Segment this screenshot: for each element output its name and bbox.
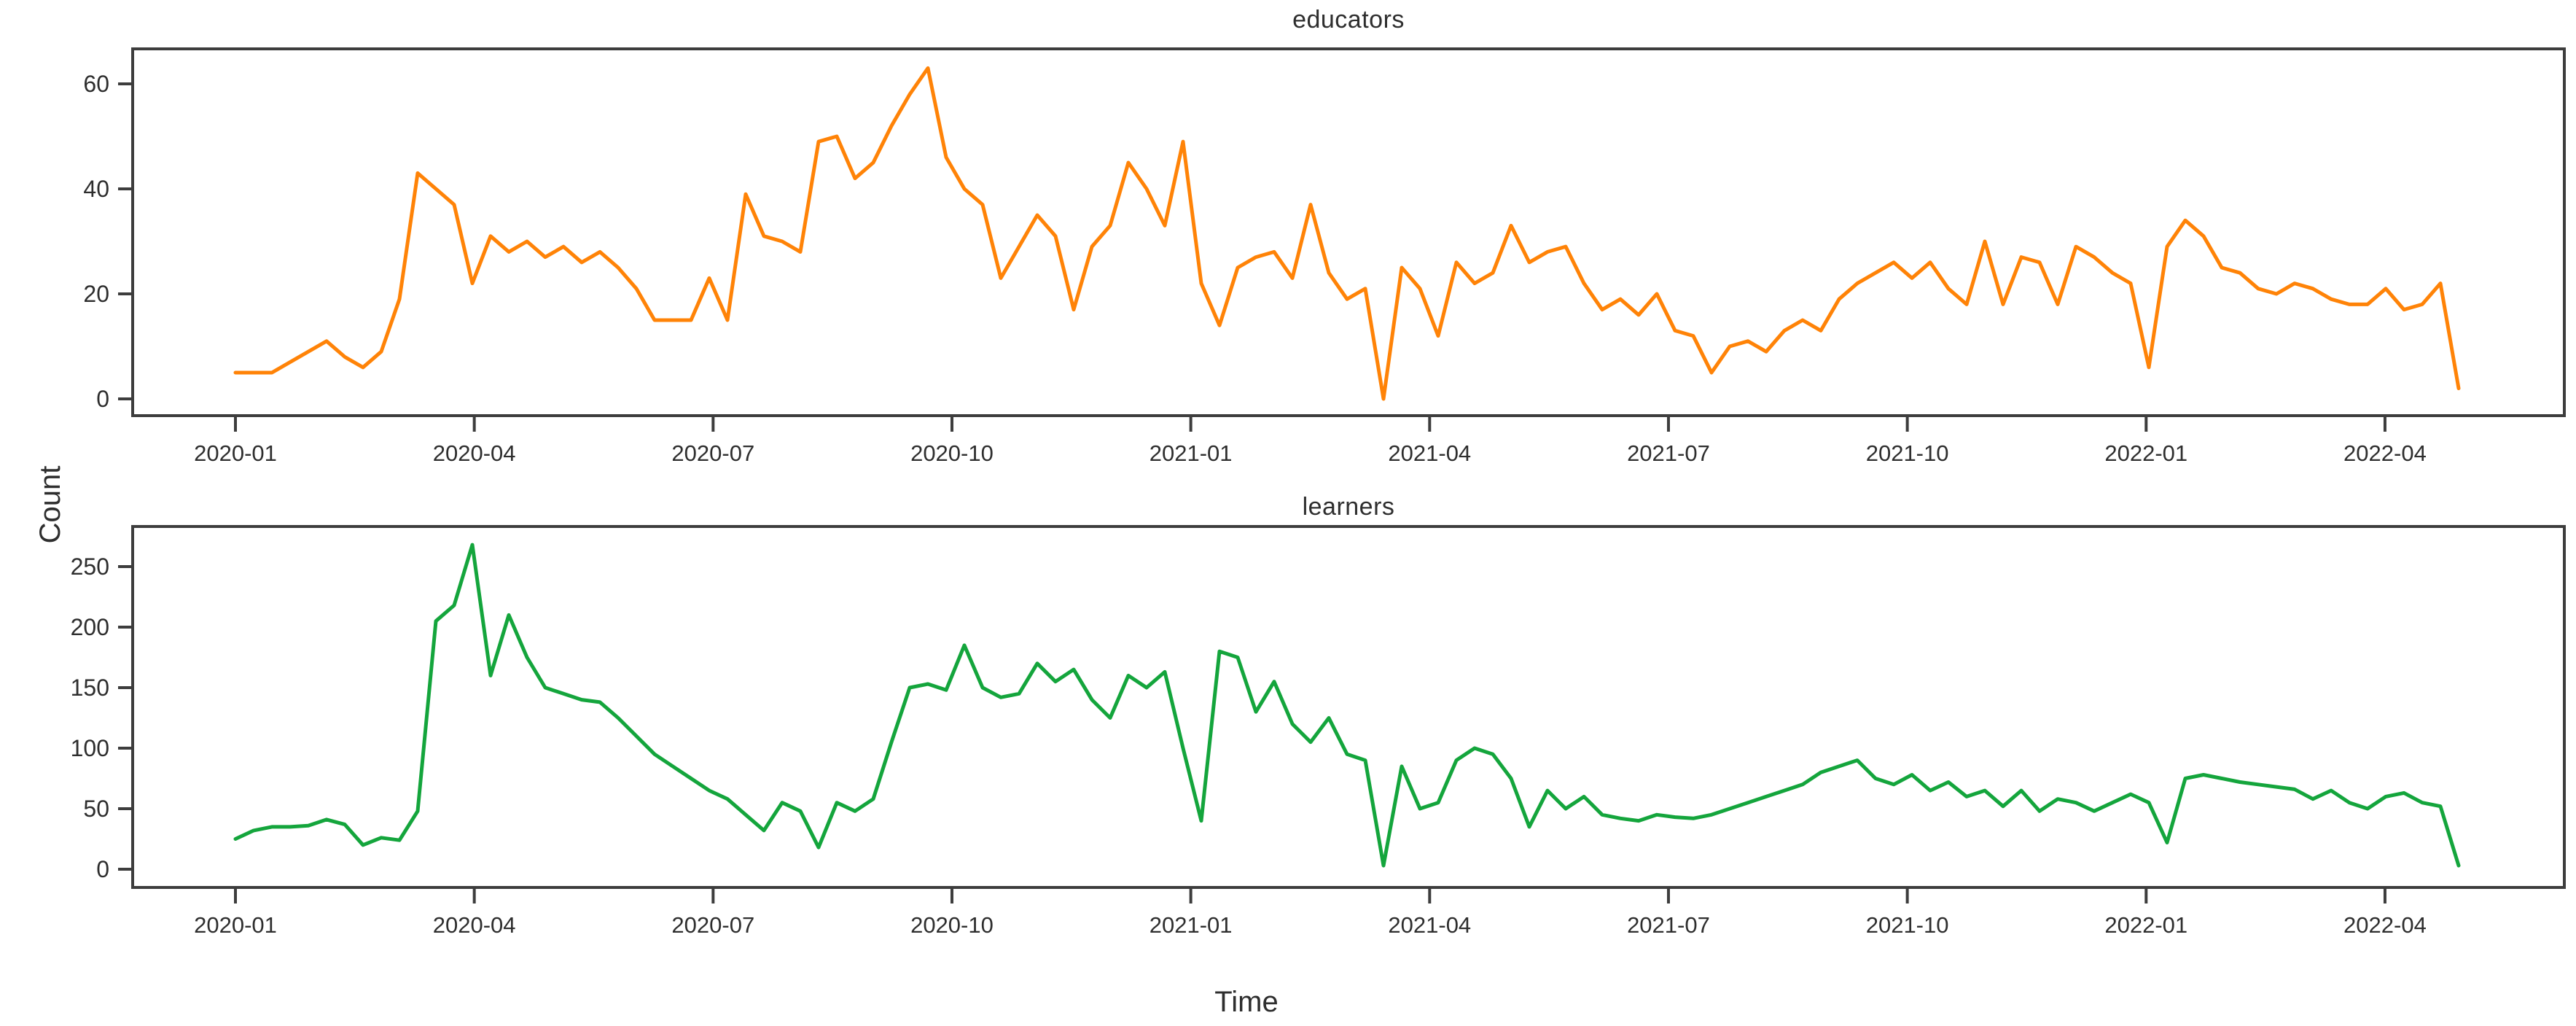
x-tick-label: 2021-07	[1627, 912, 1710, 938]
x-tick-label: 2022-01	[2104, 440, 2187, 466]
axes-border	[131, 47, 2566, 417]
y-axis-title: Count	[34, 465, 66, 544]
x-tick-label: 2021-07	[1627, 440, 1710, 466]
x-tick-label: 2021-10	[1866, 440, 1949, 466]
x-tick-label: 2021-04	[1388, 912, 1471, 938]
learners-panel-title: learners	[1302, 493, 1395, 521]
x-tick-label: 2021-01	[1150, 912, 1233, 938]
axes-border	[131, 525, 2566, 889]
x-axis-title: Time	[1214, 986, 1279, 1018]
x-tick-label: 2021-04	[1388, 440, 1471, 466]
y-tick-label: 20	[83, 281, 109, 307]
x-tick-label: 2021-01	[1150, 440, 1233, 466]
y-tick-label: 60	[83, 71, 109, 97]
x-tick-label: 2020-04	[433, 912, 516, 938]
x-tick-label: 2020-01	[194, 912, 277, 938]
x-tick-label: 2020-07	[671, 912, 754, 938]
x-tick-label: 2021-10	[1866, 912, 1949, 938]
y-tick-label: 40	[83, 176, 109, 202]
educators-line	[233, 66, 2461, 401]
y-tick-label: 0	[96, 856, 109, 882]
educators-plot: 0 20 40 60 2020-01 2020-04 2020-07 2020-10 2021-…	[83, 47, 2566, 466]
y-tick-label: 250	[71, 553, 109, 580]
y-tick-label: 200	[71, 614, 109, 640]
educators-panel-title: educators	[1292, 6, 1405, 34]
y-tick-label: 100	[71, 735, 109, 761]
x-tick-label: 2020-10	[910, 912, 994, 938]
x-tick-label: 2022-04	[2343, 912, 2427, 938]
x-tick-label: 2020-04	[433, 440, 516, 466]
x-tick-label: 2020-07	[671, 440, 754, 466]
y-tick-label: 150	[71, 675, 109, 701]
x-tick-label: 2020-01	[194, 440, 277, 466]
x-tick-label: 2022-04	[2343, 440, 2427, 466]
learners-line	[233, 543, 2461, 868]
x-tick-label: 2020-10	[910, 440, 994, 466]
x-tick-label: 2022-01	[2104, 912, 2187, 938]
learners-plot: 0 50 100 150 200 250 2020-01 2020-04 2020-07 2020…	[71, 525, 2566, 938]
y-tick-label: 50	[83, 796, 109, 822]
y-tick-label: 0	[96, 386, 109, 412]
